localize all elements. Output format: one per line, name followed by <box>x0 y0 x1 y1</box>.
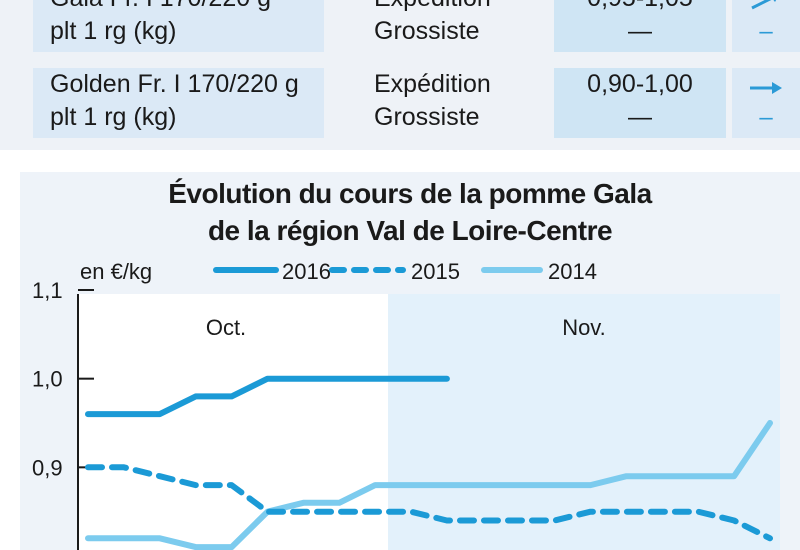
trend-cell: – <box>732 0 800 52</box>
price-cell: 0,95-1,05 — <box>554 0 726 52</box>
chart-title-line-1: Évolution du cours de la pomme Gala <box>168 178 652 209</box>
stage-cell: Expédition Grossiste <box>330 0 548 52</box>
price-table: Gala Fr. I 170/220 g plt 1 rg (kg) Expéd… <box>0 0 800 150</box>
trend-cell: – <box>732 68 800 138</box>
right-arrow-icon <box>750 82 782 94</box>
table-row: Gala Fr. I 170/220 g plt 1 rg (kg) Expéd… <box>33 0 800 52</box>
trend-empty: – <box>759 104 773 131</box>
legend: 2016 2015 2014 <box>213 259 597 284</box>
product-cell: Golden Fr. I 170/220 g plt 1 rg (kg) <box>33 68 324 138</box>
series-line-2014 <box>85 420 773 550</box>
y-tick-label: 0,9 <box>32 455 63 480</box>
series-line-2016 <box>85 375 450 418</box>
stage-expedition: Expédition <box>374 70 491 98</box>
y-axis-unit-label: en €/kg <box>80 259 152 284</box>
y-ticks: 1,1 1,0 0,9 <box>32 278 94 480</box>
product-cell: Gala Fr. I 170/220 g plt 1 rg (kg) <box>33 0 324 52</box>
stage-expedition: Expédition <box>374 0 548 15</box>
month-label-nov: Nov. <box>562 315 606 340</box>
product-unit: plt 1 rg (kg) <box>50 103 177 131</box>
table-row: Golden Fr. I 170/220 g plt 1 rg (kg) Exp… <box>33 68 800 138</box>
trend-empty: – <box>759 18 773 45</box>
chart-title-line-2: de la région Val de Loire-Centre <box>207 215 613 246</box>
legend-label-2016: 2016 <box>282 259 331 284</box>
product-unit: plt 1 rg (kg) <box>50 17 177 45</box>
legend-label-2015: 2015 <box>411 259 460 284</box>
month-label-oct: Oct. <box>206 315 246 340</box>
price-value: 0,90-1,00 <box>587 70 693 98</box>
stage-cell: Expédition Grossiste <box>330 68 548 138</box>
stage-grossiste: Grossiste <box>374 17 480 45</box>
legend-label-2014: 2014 <box>548 259 597 284</box>
stage-grossiste: Grossiste <box>374 103 480 131</box>
plot-area-oct <box>78 294 388 550</box>
series-lines <box>85 375 773 550</box>
series-line-2015 <box>85 464 773 542</box>
product-name: Gala Fr. I 170/220 g <box>50 0 324 15</box>
price-value: 0,95-1,05 <box>554 0 726 15</box>
price-empty: — <box>628 18 652 45</box>
y-tick-label: 1,1 <box>32 278 63 303</box>
price-empty: — <box>628 104 652 131</box>
rising-arrow-icon <box>751 0 777 10</box>
plot-area-nov <box>388 294 780 550</box>
y-tick-label: 1,0 <box>32 367 63 392</box>
product-name: Golden Fr. I 170/220 g <box>50 70 299 98</box>
price-cell: 0,90-1,00 — <box>554 68 726 138</box>
